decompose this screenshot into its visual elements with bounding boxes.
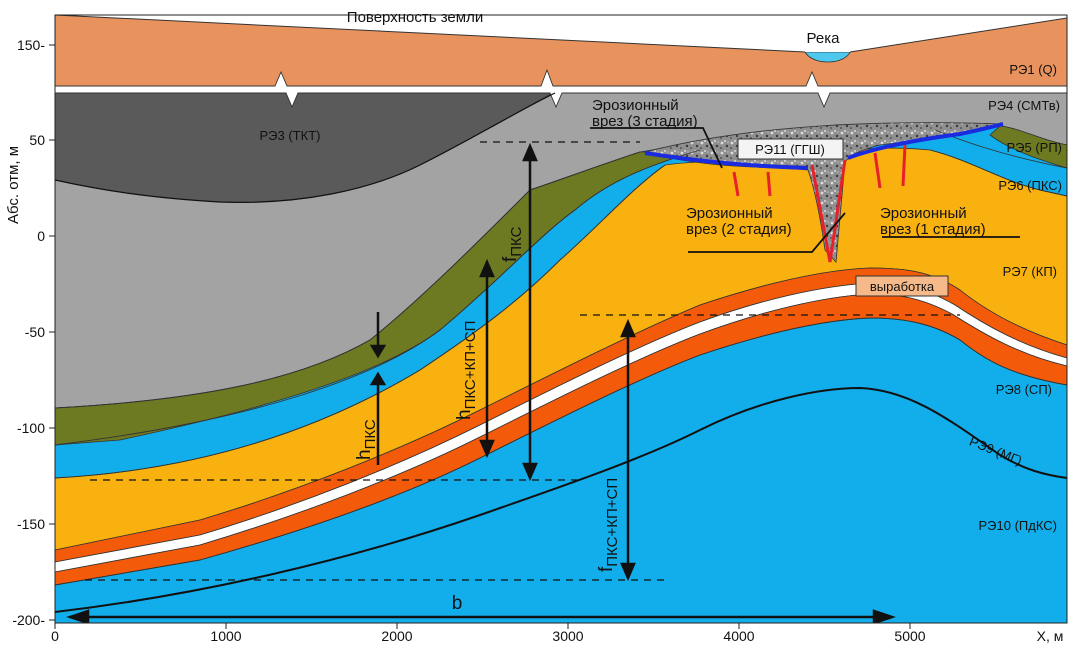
boundary-re4-re5 <box>55 151 641 409</box>
unit-label-re6: РЭ6 (ПКС) <box>998 178 1062 193</box>
unit-label-re1: РЭ1 (Q) <box>1009 62 1057 77</box>
boundary-re3 <box>55 92 556 203</box>
erosion-stage1-line2: врез (1 стадия) <box>880 221 986 238</box>
x-tick-label: 1000 <box>210 628 241 644</box>
svg-text:hПКС+КП+СП: hПКС+КП+СП <box>454 321 479 420</box>
svg-text:hПКС: hПКС <box>354 419 379 460</box>
y-tick-label: 50 <box>29 132 45 148</box>
dimension-arrows <box>66 142 896 623</box>
dim-label-f-pks: fПКС <box>500 226 525 262</box>
boundary-right-re6 <box>929 149 1067 197</box>
unit-label-re7: РЭ7 (КП) <box>1003 264 1057 279</box>
y-tick-label: -100 <box>17 420 45 436</box>
x-tick-label: 4000 <box>723 628 754 644</box>
unit-label-re11: РЭ11 (ГГШ) <box>755 142 825 157</box>
y-tick-label: 0 <box>37 228 45 244</box>
boundary-right-re5 <box>934 129 1067 169</box>
erosion-incisions <box>732 144 907 263</box>
y-tick-label: -150 <box>17 516 45 532</box>
erosion-stage3-line1: Эрозионный <box>592 97 679 114</box>
unit-label-re3: РЭ3 (ТКТ) <box>260 128 321 143</box>
y-tick-label: -200- <box>12 612 45 628</box>
contact-line <box>55 68 1067 109</box>
boundary-re9 <box>55 386 1067 613</box>
y-axis-label: Абс. отм, м <box>5 146 22 224</box>
unit-label-re10: РЭ10 (ПдКС) <box>979 518 1058 533</box>
svg-text:fПКС: fПКС <box>500 226 525 262</box>
re11-label-box <box>737 138 844 160</box>
workings-label-box <box>855 275 949 297</box>
x-axis-label: X, м <box>1037 628 1064 644</box>
annotation-leaders <box>590 127 1020 253</box>
svg-text:fПКС+КП+СП: fПКС+КП+СП <box>596 478 621 572</box>
unit-label-re5: РЭ5 (РП) <box>1006 140 1062 155</box>
x-tick-label: 2000 <box>381 628 412 644</box>
boundary-re5-re6 <box>55 149 701 446</box>
river <box>804 51 851 63</box>
river-label: Река <box>807 30 841 47</box>
x-tick-label: 3000 <box>552 628 583 644</box>
dim-label-b: b <box>452 593 463 614</box>
x-tick-label: 0 <box>51 628 59 644</box>
erosion-stage3-line2: врез (3 стадия) <box>592 113 698 130</box>
ground-surface-line <box>55 15 1067 52</box>
erosion-stage1-line1: Эрозионный <box>880 205 967 222</box>
plot-frame <box>54 14 1068 624</box>
y-tick-label: 150- <box>17 37 45 53</box>
surface-label: Поверхность земли <box>347 9 483 26</box>
erosion-stage2-line2: врез (2 стадия) <box>686 221 792 238</box>
reference-lines <box>85 141 960 581</box>
dim-label-f-pks-kp-sp: fПКС+КП+СП <box>596 478 621 572</box>
y-tick-label: -50 <box>25 324 45 340</box>
erosion-stage2-line1: Эрозионный <box>686 205 773 222</box>
x-axis <box>54 623 911 629</box>
unit-label-re8: РЭ8 (СП) <box>996 382 1052 397</box>
dim-label-h-pks-kp-sp: hПКС+КП+СП <box>454 321 479 420</box>
erosion-base-line <box>644 122 1004 170</box>
strata <box>55 15 1067 623</box>
dim-label-h-pks: hПКС <box>354 419 379 460</box>
boundary-re6-re7 <box>55 164 666 479</box>
y-axis <box>49 44 55 621</box>
x-tick-label: 5000 <box>894 628 925 644</box>
unit-label-re4: РЭ4 (СМТв) <box>988 98 1060 113</box>
workings-label: выработка <box>870 279 935 294</box>
boundary-re8-re10 <box>55 317 1067 586</box>
